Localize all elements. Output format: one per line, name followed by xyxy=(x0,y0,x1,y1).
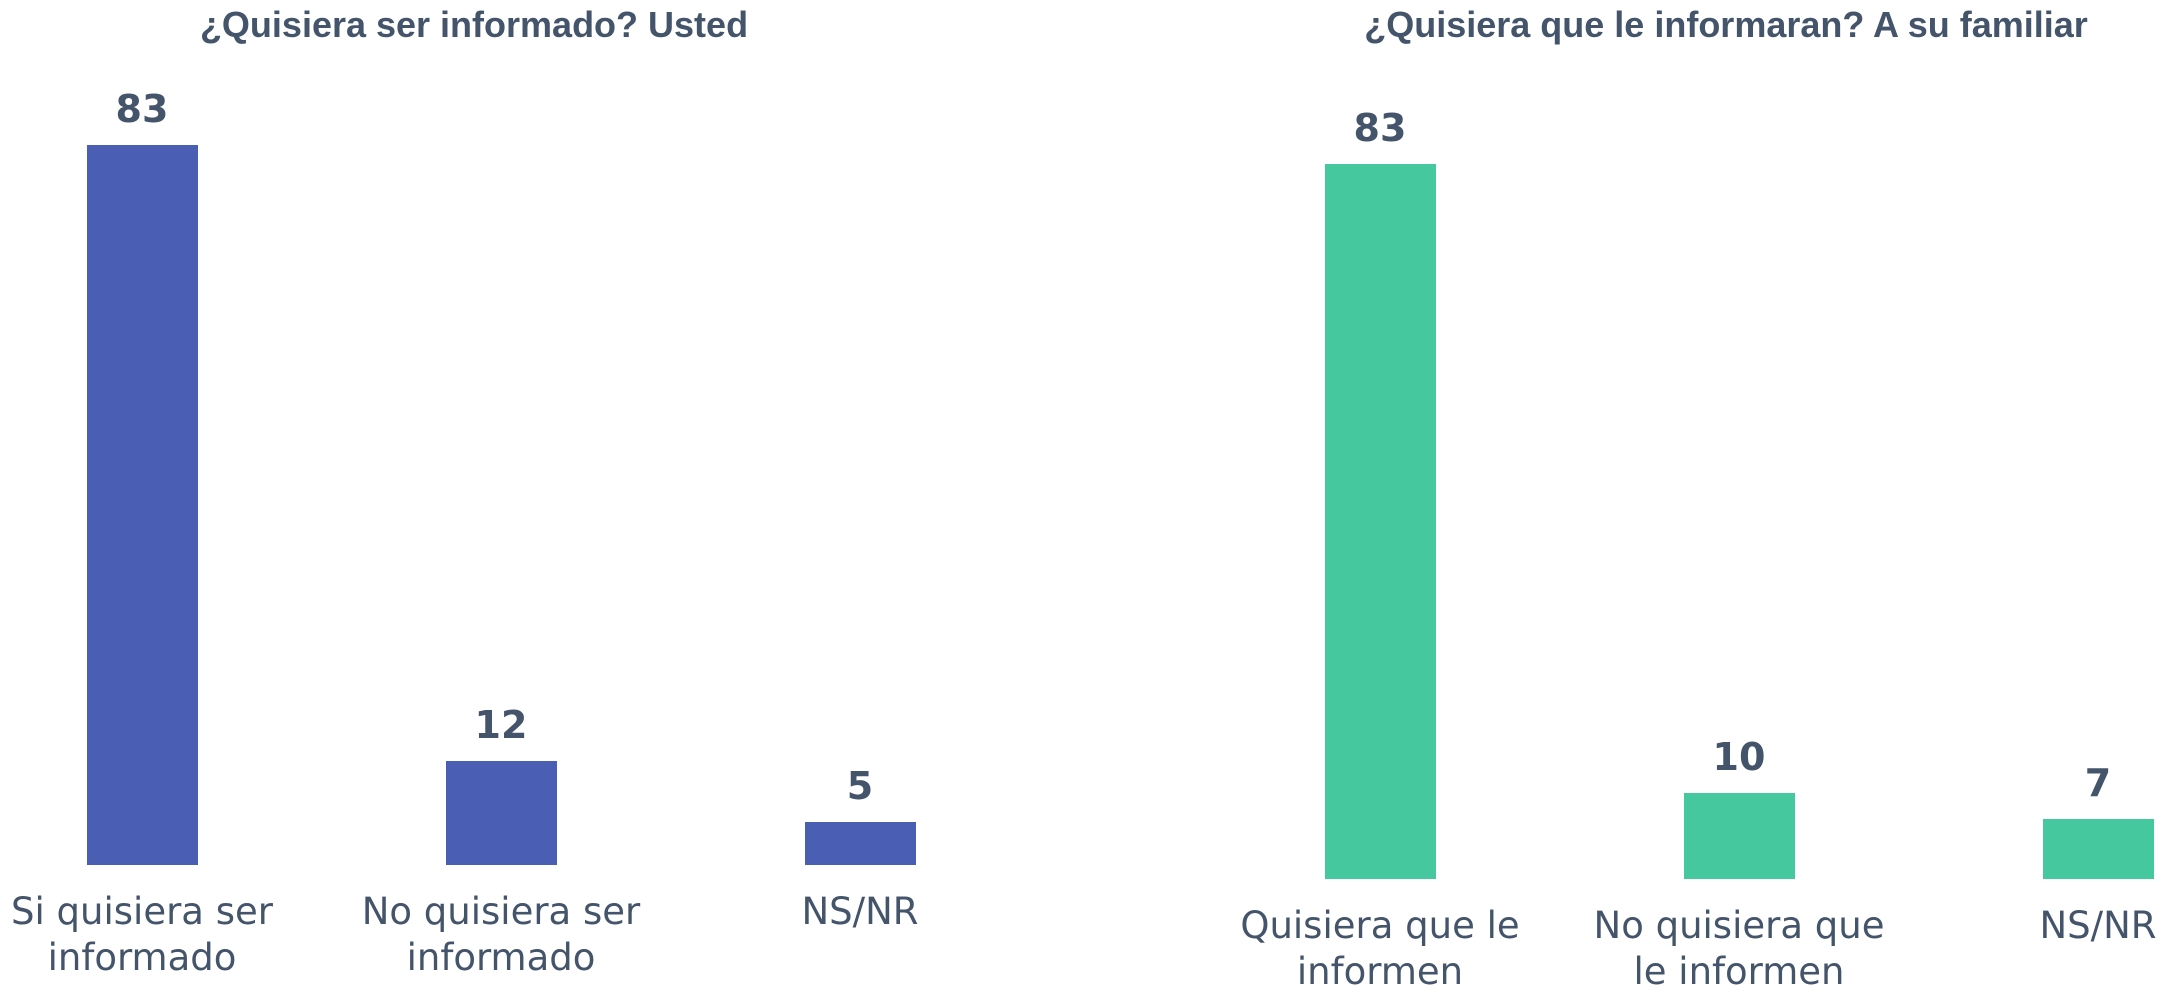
bar xyxy=(1683,792,1795,879)
chart-title: ¿Quisiera que le informaran? A su famili… xyxy=(1364,4,2088,45)
data-label: 7 xyxy=(2084,760,2112,805)
chart-title: ¿Quisiera ser informado? Usted xyxy=(199,4,749,45)
data-label: 83 xyxy=(1353,106,1407,150)
bar xyxy=(445,760,557,865)
x-tick-label: NS/NR xyxy=(801,890,919,933)
x-tick-label: Quisiera que le informen xyxy=(1240,904,1520,993)
bar xyxy=(86,145,198,865)
data-label: 10 xyxy=(1712,734,1766,779)
data-label: 83 xyxy=(115,87,169,131)
x-tick-label: Si quisiera ser informado xyxy=(11,890,273,979)
x-tick-label: NS/NR xyxy=(2039,904,2157,947)
data-label: 5 xyxy=(846,763,874,808)
x-tick-label: No quisiera ser informado xyxy=(361,890,641,979)
data-label: 12 xyxy=(474,702,528,747)
bar xyxy=(804,821,916,865)
x-tick-label: No quisiera que le informen xyxy=(1593,904,1885,993)
bar xyxy=(1324,164,1436,879)
bar xyxy=(2042,818,2154,879)
